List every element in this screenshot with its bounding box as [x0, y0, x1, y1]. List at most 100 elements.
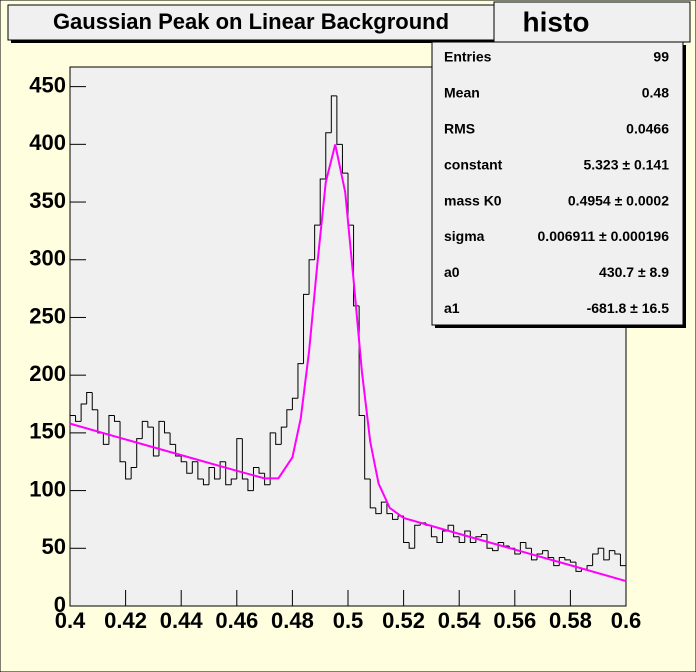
histogram-bin	[191, 461, 198, 474]
y-tick-label: 100	[29, 476, 66, 501]
histogram-bin	[542, 550, 549, 555]
x-tick-label: 0.6	[611, 608, 642, 633]
chart-title: Gaussian Peak on Linear Background	[53, 9, 449, 34]
stat-label: sigma	[444, 228, 485, 244]
histogram-bin	[430, 525, 437, 538]
histogram-bin	[353, 225, 360, 307]
histogram-bin	[436, 536, 443, 544]
stat-label: Mean	[444, 85, 480, 101]
histogram-bin	[275, 432, 282, 445]
histogram-bin	[458, 536, 465, 544]
stats-box	[431, 41, 684, 326]
histogram-bin	[608, 550, 615, 560]
histogram-bin	[486, 534, 493, 549]
stat-value: 430.7 ± 8.9	[599, 264, 669, 280]
x-tick-label: 0.42	[104, 608, 147, 633]
y-tick-label: 300	[29, 246, 66, 271]
histogram-bin	[403, 515, 410, 544]
histogram-bin	[341, 144, 348, 174]
stat-value: 5.323 ± 0.141	[583, 156, 669, 172]
x-tick-label: 0.52	[382, 608, 425, 633]
histogram-bin	[536, 553, 543, 560]
histogram-bin	[136, 438, 143, 468]
x-tick-label: 0.4	[55, 608, 86, 633]
stat-label: RMS	[444, 121, 475, 137]
histogram-bin	[180, 455, 187, 463]
histogram-bin	[475, 536, 482, 543]
histogram-bin	[286, 409, 293, 428]
histogram-bin	[80, 403, 87, 422]
histogram-name: histo	[523, 6, 590, 37]
histogram-bin	[141, 420, 148, 439]
histogram-bin	[569, 559, 576, 563]
histogram-bin	[86, 391, 93, 405]
histogram-bin	[225, 461, 232, 486]
histogram-bin	[197, 461, 204, 480]
histogram-bin	[330, 95, 337, 133]
histogram-bin	[280, 426, 287, 445]
x-tick-label: 0.58	[549, 608, 592, 633]
stat-label: Entries	[444, 49, 492, 65]
histogram-bin	[291, 397, 298, 410]
histogram-bin	[530, 548, 538, 561]
stat-value: 0.0466	[626, 121, 669, 137]
histogram-bin	[380, 501, 387, 514]
histogram-bin	[214, 467, 221, 480]
histogram-bin	[130, 466, 137, 480]
histogram-bin	[386, 502, 393, 515]
histogram-bin	[119, 421, 126, 463]
histogram-bin	[308, 259, 315, 295]
histogram-bin	[447, 524, 454, 531]
histogram-bin	[269, 432, 276, 485]
stat-label: a1	[444, 300, 460, 316]
histogram-bin	[525, 542, 532, 549]
histogram-bin	[375, 507, 382, 515]
histogram-bin	[236, 438, 243, 480]
x-tick-label: 0.44	[160, 608, 204, 633]
y-tick-label: 50	[42, 534, 66, 559]
histogram-bin	[586, 565, 593, 570]
histogram-bin	[147, 421, 154, 428]
histogram-bin	[252, 466, 260, 491]
histogram-bin	[208, 466, 215, 485]
x-tick-label: 0.46	[215, 608, 258, 633]
histogram-bin	[364, 415, 371, 480]
histogram-bin	[297, 363, 304, 399]
histogram-bin	[69, 415, 76, 606]
histogram-bin	[202, 479, 209, 486]
histogram-bin	[614, 550, 621, 555]
histogram-bin	[564, 557, 571, 561]
histogram-bin	[314, 224, 321, 260]
stat-value: 0.006911 ± 0.000196	[538, 228, 670, 244]
fit-curve	[69, 144, 627, 583]
histogram-bin	[175, 444, 182, 457]
stat-label: constant	[444, 156, 503, 172]
histogram-bin	[592, 553, 599, 566]
histogram-bin	[480, 533, 487, 537]
histogram-bin	[152, 427, 159, 457]
stat-value: 99	[653, 49, 669, 65]
histogram-bin	[164, 421, 171, 434]
y-tick-label: 400	[29, 130, 66, 155]
histogram-bin	[369, 479, 376, 509]
histogram-bin	[619, 554, 627, 606]
stat-label: a0	[444, 264, 460, 280]
histogram-bin	[125, 461, 132, 480]
histogram-bin	[492, 548, 499, 552]
histogram-bin	[303, 293, 310, 364]
histogram-bin	[113, 415, 121, 422]
histogram-bin	[186, 461, 193, 474]
histogram-bin	[469, 530, 476, 544]
histogram-bin	[102, 432, 109, 445]
histogram-bin	[169, 432, 176, 445]
histogram-bin	[230, 478, 237, 485]
histogram-bin	[158, 420, 165, 456]
x-tick-label: 0.5	[333, 608, 364, 633]
histogram-bin	[597, 547, 604, 555]
name-box	[493, 1, 691, 43]
histogram-bin	[547, 550, 554, 559]
histogram-bin	[91, 392, 98, 411]
y-tick-label: 350	[29, 188, 66, 213]
y-tick-label: 450	[29, 72, 66, 97]
